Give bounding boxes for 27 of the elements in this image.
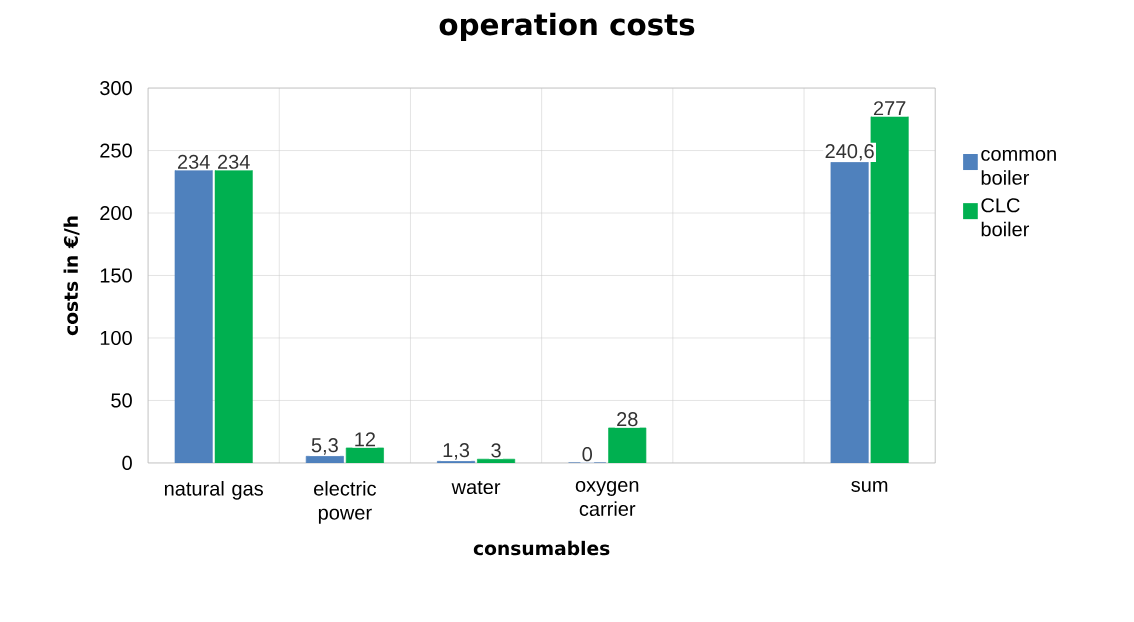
y-tick-label: 300	[100, 81, 132, 96]
x-tick-label: oxygen carrier	[575, 481, 639, 517]
x-tick-label: electric power	[314, 481, 377, 524]
y-tick-label: 50	[111, 393, 132, 408]
y-tick-label: 0	[122, 455, 132, 471]
x-tick-label: sum	[851, 481, 888, 493]
data-label: 277	[873, 101, 906, 116]
data-label: 240,6	[825, 144, 874, 161]
data-label: 234	[218, 154, 250, 169]
legend-label: CLC boiler	[981, 198, 1030, 237]
x-tick-label: natural gas	[164, 481, 263, 500]
chart-title: operation costs	[439, 12, 695, 42]
y-tick-label: 150	[100, 268, 132, 283]
y-tick-label: 250	[100, 143, 132, 158]
data-label: 3	[491, 443, 501, 458]
data-label: 28	[617, 412, 638, 427]
y-axis-title: costs in €/h	[63, 216, 80, 336]
data-label: 12	[355, 432, 376, 447]
data-label: 0	[582, 447, 593, 462]
legend-label: common boiler	[981, 150, 1056, 185]
data-label: 1,3	[443, 443, 470, 460]
data-label: 234	[177, 154, 210, 169]
y-tick-label: 100	[100, 331, 132, 346]
x-axis-title: consumables	[473, 540, 610, 556]
y-tick-label: 200	[100, 206, 132, 221]
x-tick-label: water	[451, 481, 501, 495]
data-label: 5,3	[311, 438, 338, 455]
